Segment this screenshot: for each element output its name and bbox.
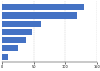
Bar: [2, 29, 32, 35]
Bar: [2, 54, 8, 60]
Bar: [2, 12, 77, 19]
Bar: [2, 4, 84, 10]
Bar: [2, 37, 26, 43]
Bar: [2, 45, 18, 51]
Bar: [2, 21, 41, 27]
